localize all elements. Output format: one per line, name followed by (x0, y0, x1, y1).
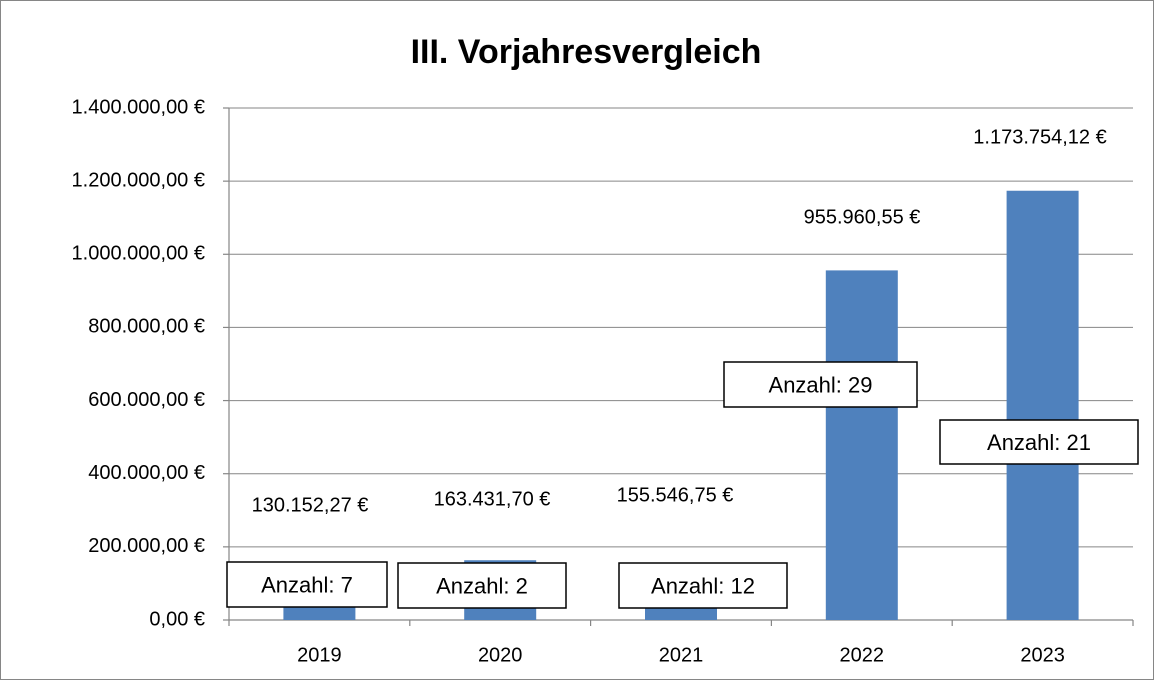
value-label: 155.546,75 € (617, 484, 734, 506)
x-tick-label: 2020 (478, 644, 523, 666)
x-tick-label: 2022 (840, 644, 885, 666)
y-tick-label: 200.000,00 € (88, 535, 205, 557)
y-tick-label: 600.000,00 € (88, 389, 205, 411)
value-label: 955.960,55 € (804, 206, 921, 228)
annotation: Anzahl: 29 (769, 372, 873, 397)
y-tick-label: 0,00 € (149, 608, 205, 630)
annotation-box (939, 419, 1139, 465)
x-tick-label: 2019 (297, 644, 342, 666)
chart-title: III. Vorjahresvergleich (411, 33, 762, 71)
value-label: 130.152,27 € (252, 494, 369, 516)
annotation: Anzahl: 2 (436, 573, 528, 598)
annotation: Anzahl: 12 (651, 573, 755, 598)
y-tick-label: 800.000,00 € (88, 316, 205, 338)
annotation-box (723, 361, 918, 408)
value-label: 163.431,70 € (434, 488, 551, 510)
y-tick-label: 1.400.000,00 € (72, 96, 205, 118)
x-tick-label: 2021 (659, 644, 704, 666)
annotation-box (618, 562, 788, 609)
x-tick-label: 2023 (1020, 644, 1065, 666)
annotation-box (226, 561, 388, 608)
y-tick-label: 1.200.000,00 € (72, 169, 205, 191)
annotation-box (397, 562, 567, 609)
value-label: 1.173.754,12 € (973, 126, 1106, 148)
bar (1006, 190, 1079, 621)
annotation: Anzahl: 21 (987, 430, 1091, 455)
annotation: Anzahl: 7 (261, 572, 353, 597)
y-tick-label: 1.000.000,00 € (72, 243, 205, 265)
y-tick-label: 400.000,00 € (88, 462, 205, 484)
bar (825, 270, 898, 620)
